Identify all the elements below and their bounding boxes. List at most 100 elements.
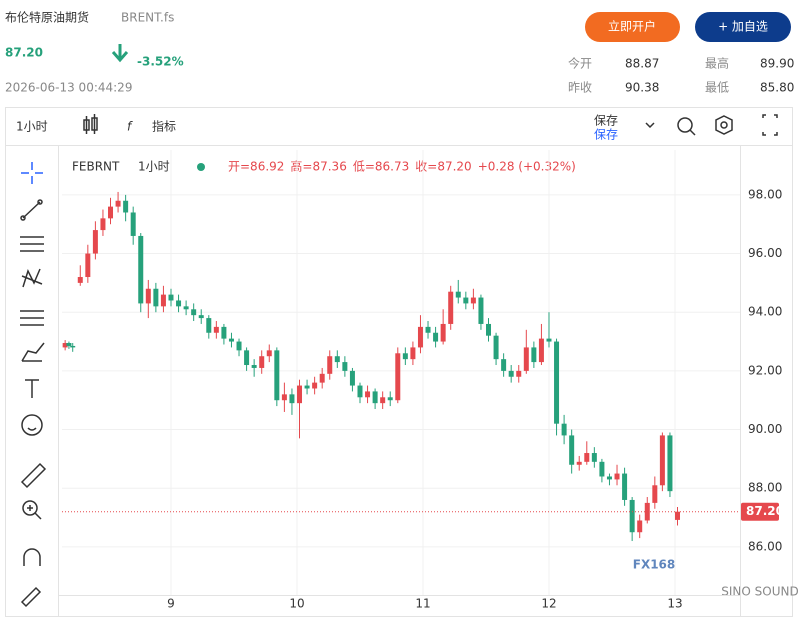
candle-body	[470, 297, 476, 304]
candle-body	[546, 338, 552, 342]
left-toolbar[interactable]	[20, 162, 47, 608]
candle-body	[281, 394, 287, 401]
candle-body	[342, 362, 348, 371]
candle-body	[357, 385, 363, 398]
candle-body	[659, 435, 665, 486]
toolbar-icons[interactable]	[677, 114, 778, 136]
status-dot	[197, 163, 205, 171]
candle-body	[372, 391, 378, 404]
x-tick-label: 10	[289, 597, 304, 611]
candle-body	[652, 485, 658, 503]
y-tick-label: 86.00	[748, 539, 782, 553]
stat-value: 85.80	[760, 81, 794, 95]
candle-body	[486, 323, 492, 336]
chart-interval: 1小时	[138, 160, 170, 174]
x-tick-label: 12	[541, 597, 556, 611]
candle-body	[629, 499, 635, 533]
y-tick-label: 96.00	[748, 246, 782, 260]
candle-body	[160, 294, 166, 307]
candle-body	[433, 332, 439, 342]
candle-body	[244, 350, 250, 366]
candle-body	[145, 288, 151, 304]
fx-icon[interactable]: f	[127, 120, 133, 134]
legend-item: 收=87.20	[415, 160, 471, 174]
save-button[interactable]: 保存	[594, 114, 618, 128]
candle-body	[576, 461, 582, 465]
stat-label: 最高	[705, 56, 729, 71]
candle-body	[266, 350, 272, 357]
candle-body	[85, 253, 91, 278]
candle-body	[440, 323, 446, 342]
candle-body	[561, 423, 567, 436]
stat-value: 90.38	[625, 81, 659, 95]
candle-body	[221, 326, 227, 339]
save-menu[interactable]	[645, 122, 655, 129]
candle-body	[516, 370, 522, 377]
candle-body	[531, 347, 537, 363]
symbol: FEBRNT	[72, 160, 120, 174]
price: 87.20	[5, 46, 43, 60]
candle-body	[176, 300, 182, 307]
watchlist-label[interactable]: + 加自选	[718, 20, 768, 34]
indicators-button[interactable]: 指标	[152, 119, 176, 134]
candle-body	[66, 343, 72, 346]
candle-body	[108, 206, 114, 219]
legend-item: +0.28 (+0.32%)	[478, 160, 576, 174]
candle-body	[410, 347, 416, 360]
candle-body	[153, 288, 159, 307]
candle-body	[198, 315, 204, 319]
candle-body	[380, 397, 386, 404]
candle-body	[259, 356, 265, 368]
interval-button[interactable]: 1小时	[16, 120, 48, 134]
open-account-button[interactable]	[585, 12, 680, 42]
candle-body	[334, 356, 340, 363]
candle-body	[425, 326, 431, 333]
y-tick-label: 94.00	[748, 305, 782, 319]
candle-body	[448, 291, 454, 324]
y-tick-label: 98.00	[748, 187, 782, 201]
change: -3.52%	[137, 55, 184, 69]
last-price-tag	[741, 502, 779, 521]
candle-body	[100, 218, 106, 231]
save-sub: 保存	[594, 128, 618, 142]
candle-type-icon[interactable]	[83, 114, 98, 134]
candle-body	[236, 341, 242, 351]
x-tick-label: 13	[667, 597, 682, 611]
candle-body	[523, 347, 529, 371]
x-tick-label: 11	[415, 597, 430, 611]
candle-body	[365, 391, 371, 398]
candle-body	[183, 306, 189, 310]
candle-body	[130, 212, 136, 236]
candle-body	[289, 394, 295, 404]
x-tick-label: 9	[167, 597, 175, 611]
candle-body	[115, 200, 121, 207]
candle-body	[554, 341, 560, 424]
candle-body	[228, 338, 234, 342]
candle-body	[675, 511, 681, 520]
candle-body	[614, 473, 620, 480]
candle-body	[599, 461, 605, 477]
candle-body	[206, 318, 212, 333]
candle-body	[538, 338, 544, 363]
candle-body	[402, 353, 408, 360]
candle-body	[251, 365, 257, 368]
y-tick-label: 88.00	[748, 481, 782, 495]
candle-body	[606, 476, 612, 480]
legend-item: 开=86.92	[228, 160, 284, 174]
candle-body	[213, 326, 219, 333]
instrument-name: 布伦特原油期货	[5, 10, 89, 25]
stat-label: 最低	[705, 81, 729, 95]
datetime: 2026-06-13 00:44:29	[5, 81, 132, 95]
candle-body	[70, 345, 76, 348]
candle-body	[463, 297, 469, 304]
legend-item: 高=87.36	[290, 159, 346, 174]
stat-label: 今开	[568, 56, 592, 71]
open-account-label[interactable]: 立即开户	[608, 19, 656, 34]
candle-body	[417, 326, 423, 348]
y-tick-label: 90.00	[748, 422, 782, 436]
watchlist-button[interactable]	[695, 12, 791, 42]
y-tick-label: 92.00	[748, 363, 782, 377]
stat-value: 88.87	[625, 57, 659, 71]
candle-body	[274, 350, 280, 401]
